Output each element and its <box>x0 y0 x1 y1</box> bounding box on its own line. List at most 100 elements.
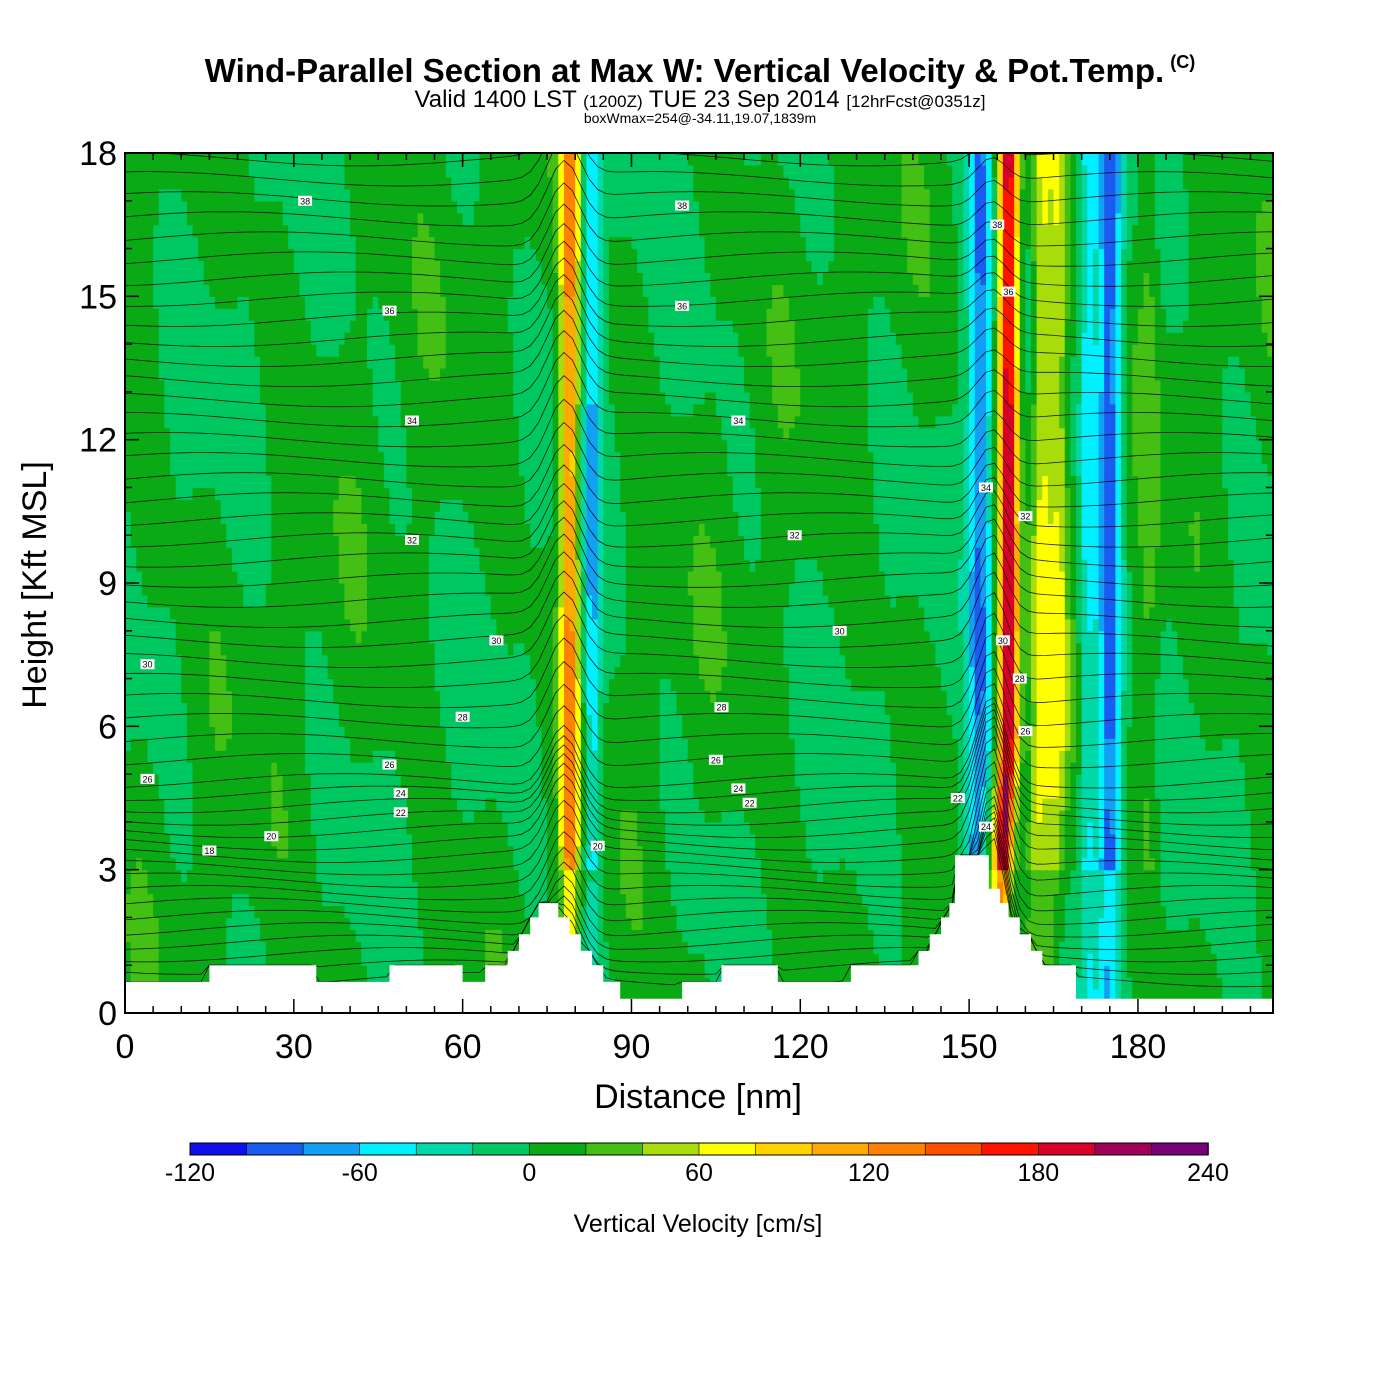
velocity-cell <box>316 451 323 465</box>
velocity-cell <box>153 774 160 787</box>
velocity-cell <box>215 881 222 895</box>
velocity-cell <box>271 678 278 692</box>
velocity-cell <box>158 821 165 835</box>
velocity-cell <box>344 941 351 954</box>
velocity-cell <box>141 594 149 608</box>
velocity-cell <box>141 642 149 656</box>
velocity-cell <box>338 308 346 321</box>
velocity-cell <box>479 583 486 596</box>
velocity-cell <box>412 821 419 835</box>
velocity-cell <box>406 224 413 238</box>
velocity-cell <box>248 212 256 226</box>
velocity-cell <box>186 224 194 238</box>
velocity-cell <box>406 774 413 787</box>
velocity-cell <box>226 296 233 309</box>
velocity-cell <box>153 296 160 309</box>
velocity-cell <box>479 750 486 763</box>
velocity-cell <box>220 523 227 536</box>
velocity-cell <box>260 176 267 190</box>
velocity-cell <box>175 523 182 536</box>
velocity-cell <box>333 798 340 811</box>
velocity-cell <box>158 415 165 429</box>
velocity-cell <box>445 559 452 572</box>
velocity-cell <box>164 296 171 309</box>
velocity-cell <box>445 714 452 727</box>
velocity-cell <box>513 929 520 942</box>
velocity-cell <box>276 368 284 381</box>
velocity-cell <box>293 236 301 250</box>
velocity-cell <box>361 212 368 226</box>
velocity-cell <box>125 415 132 429</box>
velocity-cell <box>203 260 211 274</box>
velocity-cell <box>226 893 233 907</box>
velocity-cell <box>496 260 503 274</box>
velocity-cell <box>327 594 334 608</box>
velocity-cell <box>215 547 222 560</box>
velocity-cell <box>485 630 492 644</box>
velocity-cell <box>136 714 143 727</box>
velocity-cell <box>260 403 267 417</box>
velocity-cell <box>462 224 469 238</box>
velocity-cell <box>231 666 239 680</box>
velocity-cell <box>170 487 177 500</box>
velocity-cell <box>406 726 413 739</box>
velocity-cell <box>220 678 227 692</box>
velocity-cell <box>282 308 289 321</box>
velocity-cell <box>321 774 329 787</box>
velocity-cell <box>164 164 171 178</box>
velocity-cell <box>451 451 458 465</box>
velocity-cell <box>288 368 295 381</box>
velocity-cell <box>231 356 239 369</box>
velocity-cell <box>457 176 464 190</box>
velocity-cell <box>254 821 261 835</box>
velocity-cell <box>209 941 216 954</box>
velocity-cell <box>417 320 424 333</box>
velocity-cell <box>248 356 256 369</box>
velocity-cell <box>490 953 498 966</box>
velocity-cell <box>203 690 211 704</box>
velocity-cell <box>327 583 334 596</box>
velocity-cell <box>473 893 481 907</box>
velocity-cell <box>406 547 413 560</box>
velocity-cell <box>502 714 509 727</box>
velocity-cell <box>462 762 469 775</box>
velocity-cell <box>468 690 475 704</box>
velocity-cell <box>468 164 475 178</box>
velocity-cell <box>350 833 357 847</box>
velocity-cell <box>136 475 143 489</box>
velocity-cell <box>305 654 312 668</box>
velocity-cell <box>293 272 301 285</box>
velocity-cell <box>423 893 430 907</box>
velocity-cell <box>125 439 132 453</box>
velocity-cell <box>130 451 137 465</box>
velocity-cell <box>220 153 227 166</box>
velocity-cell <box>451 200 458 214</box>
velocity-cell <box>327 200 334 214</box>
velocity-cell <box>333 451 340 465</box>
velocity-cell <box>434 511 441 524</box>
velocity-cell <box>513 786 520 799</box>
velocity-cell <box>237 260 244 274</box>
velocity-cell <box>355 427 362 441</box>
velocity-cell <box>237 654 244 668</box>
velocity-cell <box>468 821 475 835</box>
velocity-cell <box>372 212 379 226</box>
velocity-cell <box>462 857 469 871</box>
velocity-cell <box>248 905 256 919</box>
velocity-cell <box>243 427 250 441</box>
velocity-cell <box>496 487 503 500</box>
velocity-cell <box>440 296 447 309</box>
velocity-cell <box>254 511 261 524</box>
velocity-cell <box>468 929 475 942</box>
velocity-cell <box>361 571 368 584</box>
velocity-cell <box>412 236 419 250</box>
velocity-cell <box>372 869 379 883</box>
velocity-cell <box>378 606 385 620</box>
velocity-cell <box>462 332 469 345</box>
velocity-cell <box>344 642 351 656</box>
velocity-cell <box>434 415 441 429</box>
velocity-cell <box>507 642 514 656</box>
velocity-cell <box>316 738 323 751</box>
velocity-cell <box>310 248 317 262</box>
velocity-cell <box>445 356 452 369</box>
